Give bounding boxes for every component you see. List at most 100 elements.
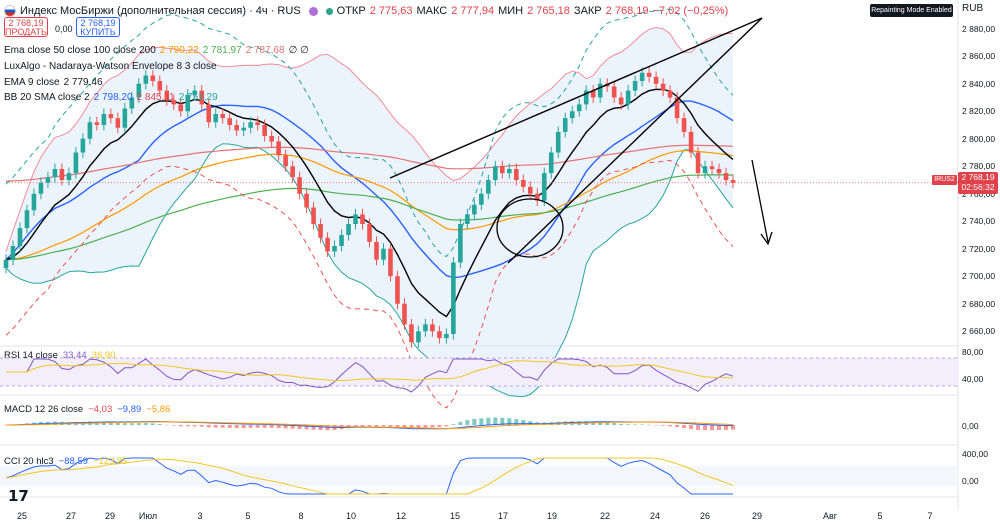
cci-ma-value: −123,85 — [92, 456, 128, 467]
macd-pane-title[interactable]: MACD 12 26 close −4,03 −9,89 −5,86 — [4, 404, 170, 415]
macd-histogram-bar — [157, 424, 162, 425]
rsi-axis-40: 40,00 — [962, 374, 984, 384]
chart-grid — [0, 0, 959, 510]
rsi-pane-title[interactable]: RSI 14 close 33,44 36,90 — [4, 350, 115, 361]
macd-histogram-bar — [402, 425, 407, 428]
time-axis-label: 15 — [449, 511, 461, 521]
candle-body — [220, 114, 226, 119]
russia-flag-icon — [4, 5, 16, 17]
candle-body — [534, 193, 540, 201]
buy-button[interactable]: 2 768,19 КУПИТЬ — [76, 17, 120, 37]
candle-body — [353, 214, 358, 224]
macd-histogram-bar — [143, 423, 148, 425]
buy-label: КУПИТЬ — [80, 27, 116, 37]
bb-lower-line — [5, 143, 734, 398]
macd-histogram-bar — [101, 421, 106, 425]
macd-histogram-bar — [241, 425, 246, 429]
candle-body — [164, 90, 170, 101]
macd-histogram-bar — [479, 418, 484, 425]
macd-histogram-bar — [276, 425, 281, 429]
ema100-value: 2 781,97 — [202, 45, 242, 56]
candle-body — [730, 180, 736, 183]
candle-body — [423, 324, 428, 332]
macd-histogram-bar — [696, 425, 701, 430]
candle-body — [507, 169, 512, 174]
macd-histogram-bar — [724, 425, 729, 430]
candle-body — [465, 214, 470, 224]
indicator-luxalgo[interactable]: LuxAlgo - Nadaraya-Watson Envelope 8 3 c… — [4, 61, 217, 72]
macd-hist-value: −4,03 — [88, 404, 113, 415]
high-value: 2 777,94 — [451, 5, 495, 17]
candle-body — [527, 186, 533, 194]
macd-histogram-bar — [248, 425, 253, 428]
candle-body — [136, 83, 142, 98]
time-axis-label: 24 — [649, 511, 661, 521]
macd-histogram-bar — [675, 425, 680, 428]
cci-ma-line — [5, 457, 734, 495]
indicator-name: Ema close 50 close 100 close 200 — [4, 45, 156, 56]
ema200-value: 2 787,68 — [245, 45, 285, 56]
low-label: МИН — [498, 5, 524, 17]
time-axis-label: 29 — [751, 511, 763, 521]
candle-body — [374, 241, 379, 260]
ema50-value: 2 790,22 — [159, 45, 199, 56]
empty-values: ∅ ∅ — [288, 45, 309, 56]
candle-body — [101, 114, 107, 125]
candle-body — [38, 182, 44, 194]
candle-body — [3, 259, 9, 268]
macd-histogram-bar — [206, 425, 211, 428]
macd-histogram-bar — [199, 425, 204, 427]
macd-histogram-bar — [500, 417, 505, 425]
rsi-ma-line — [6, 360, 734, 382]
indicator-ema9[interactable]: EMA 9 close 2 779,46 — [4, 77, 103, 88]
ema100-line — [5, 174, 734, 261]
macd-histogram-bar — [108, 422, 113, 425]
symbol-title[interactable]: Индекс МосБиржи (дополнительная сессия) … — [20, 5, 301, 17]
ema50-line — [5, 149, 734, 261]
candle-body — [367, 224, 372, 242]
candle-body — [87, 122, 93, 139]
sell-button[interactable]: 2 768,19 ПРОДАТЬ — [4, 17, 48, 37]
candle-body — [416, 331, 421, 343]
candle-body — [430, 324, 435, 332]
price-axis-label: 2 800,00 — [962, 133, 996, 144]
macd-histogram-bar — [227, 425, 232, 428]
macd-histogram-bar — [283, 425, 288, 429]
last-price-tag: 2 768,19 02:56:32 — [958, 172, 998, 194]
candle-body — [451, 262, 456, 334]
price-axis-label: 2 820,00 — [962, 106, 996, 117]
currency-label[interactable]: RUB — [962, 3, 984, 14]
sub-panes — [0, 357, 958, 495]
sell-price: 2 768,19 — [8, 18, 44, 28]
macd-histogram-bar — [528, 421, 533, 425]
macd-histogram-bar — [710, 425, 715, 431]
candle-body — [269, 136, 274, 142]
candle-body — [31, 193, 37, 211]
candle-body — [248, 122, 253, 128]
candle-body — [541, 173, 547, 201]
time-axis-label: Июл — [138, 511, 158, 521]
trendline-lower — [507, 17, 763, 264]
bb-lower-value: 2 751,29 — [178, 92, 218, 103]
macd-histogram-bar — [353, 425, 358, 428]
candle-body — [262, 125, 267, 136]
time-axis-label: 26 — [699, 511, 711, 521]
close-label: ЗАКР — [573, 5, 602, 17]
rsi-line — [6, 358, 734, 393]
macd-histogram-bar — [472, 419, 477, 425]
cci-pane-title[interactable]: CCI 20 hlc3 −88,59 −123,85 — [4, 456, 128, 467]
candle-body — [695, 152, 701, 174]
macd-histogram-bar — [647, 424, 652, 426]
open-label: ОТКР — [336, 5, 366, 17]
close-value: 2 768,19 — [605, 5, 649, 17]
sell-label: ПРОДАТЬ — [5, 27, 47, 37]
macd-histogram-bar — [591, 421, 596, 425]
open-value: 2 775,63 — [369, 5, 413, 17]
indicator-bb[interactable]: BB 20 SMA close 2 2 798,20 2 845,11 2 75… — [4, 92, 218, 103]
candle-body — [688, 131, 694, 153]
indicator-ema-multi[interactable]: Ema close 50 close 100 close 200 2 790,2… — [4, 45, 309, 56]
candle-body — [332, 246, 337, 252]
macd-value: −9,89 — [117, 404, 142, 415]
macd-histogram-bar — [493, 417, 498, 425]
